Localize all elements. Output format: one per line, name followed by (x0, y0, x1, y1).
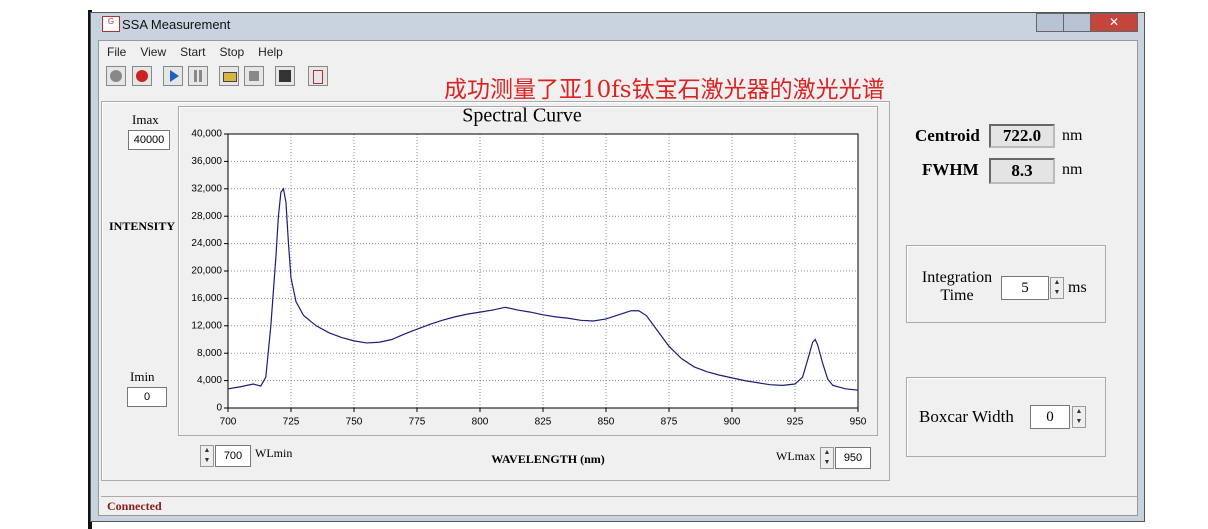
toolbar-button[interactable] (163, 66, 183, 86)
menu-item[interactable]: Stop (219, 45, 245, 59)
wlmax-label: WLmax (776, 449, 816, 463)
fwhm-value: 8.3 (989, 158, 1055, 184)
imax-input[interactable]: 40000 (128, 130, 170, 150)
integration-unit: ms (1068, 279, 1087, 296)
imax-label: Imax (132, 112, 159, 127)
y-tick-label: 32,000 (191, 183, 222, 194)
y-tick-label: 24,000 (191, 238, 222, 249)
x-tick-label: 725 (283, 417, 300, 428)
toolbar-button[interactable] (132, 66, 152, 86)
status-bar (101, 496, 1137, 515)
menu-item[interactable]: Start (180, 45, 206, 59)
wlmax-spinner[interactable]: ▲ ▼ (820, 447, 834, 469)
imin-label: Imin (130, 369, 155, 384)
centroid-unit: nm (1062, 127, 1083, 144)
y-tick-label: 20,000 (191, 266, 222, 277)
wlmax-input[interactable]: 950 (835, 447, 871, 469)
y-tick-label: 36,000 (191, 156, 222, 167)
y-tick-label: 28,000 (191, 211, 222, 222)
x-tick-label: 700 (220, 417, 237, 428)
x-tick-label: 875 (661, 417, 678, 428)
y-tick-label: 8,000 (197, 348, 222, 359)
menu-bar: File View Start Stop Help (107, 43, 297, 61)
boxcar-input[interactable]: 0 (1030, 405, 1070, 429)
centroid-label: Centroid (915, 126, 980, 145)
y-tick-label: 4,000 (197, 375, 222, 386)
imin-input[interactable]: 0 (127, 387, 167, 407)
y-tick-label: 40,000 (191, 129, 222, 140)
x-tick-label: 925 (787, 417, 804, 428)
toolbar-button[interactable] (188, 66, 208, 86)
toolbar-button[interactable] (275, 66, 295, 86)
y-axis-label: INTENSITY (109, 219, 175, 233)
toolbar-button[interactable] (244, 66, 264, 86)
menu-item[interactable]: View (140, 45, 167, 59)
wlmin-spinner[interactable]: ▲ ▼ (200, 445, 214, 467)
x-tick-label: 800 (472, 417, 489, 428)
menu-item[interactable]: File (107, 45, 127, 59)
toolbar-button[interactable] (219, 66, 239, 86)
x-tick-label: 850 (598, 417, 615, 428)
integration-spinner[interactable]: ▲ ▼ (1050, 277, 1064, 299)
centroid-value: 722.0 (989, 124, 1055, 148)
x-tick-label: 900 (724, 417, 741, 428)
close-button[interactable]: ✕ (1090, 13, 1138, 32)
status-text: Connected (107, 499, 162, 513)
integration-input[interactable]: 5 (1001, 276, 1049, 300)
x-axis-label: WAVELENGTH (nm) (491, 452, 604, 466)
boxcar-spinner[interactable]: ▲ ▼ (1072, 406, 1086, 428)
window-title: SSA Measurement (122, 17, 231, 32)
chart-panel (101, 101, 890, 481)
menu-item[interactable]: Help (258, 45, 283, 59)
y-tick-label: 16,000 (191, 293, 222, 304)
x-tick-label: 750 (346, 417, 363, 428)
fwhm-unit: nm (1062, 161, 1083, 178)
y-tick-label: 12,000 (191, 320, 222, 331)
wlmin-label: WLmin (255, 446, 293, 460)
x-tick-label: 775 (409, 417, 426, 428)
fwhm-label: FWHM (922, 160, 979, 179)
annotation: 成功测量了亚10fs钛宝石激光器的激光光谱 (444, 77, 885, 103)
integration-panel (906, 245, 1106, 323)
plot-frame (227, 133, 859, 409)
wlmin-input[interactable]: 700 (215, 445, 251, 467)
boxcar-panel (906, 377, 1106, 457)
toolbar-button[interactable] (106, 66, 126, 86)
x-tick-label: 950 (850, 417, 867, 428)
chart-title: Spectral Curve (462, 105, 582, 127)
spectrum-line (227, 187, 859, 391)
boxcar-label: Boxcar Width (919, 407, 1014, 426)
y-tick-label: 0 (216, 403, 222, 414)
integration-label: Integration Time (921, 269, 993, 304)
toolbar-button[interactable] (308, 66, 328, 86)
x-tick-label: 825 (535, 417, 552, 428)
app-icon: G (102, 16, 120, 32)
